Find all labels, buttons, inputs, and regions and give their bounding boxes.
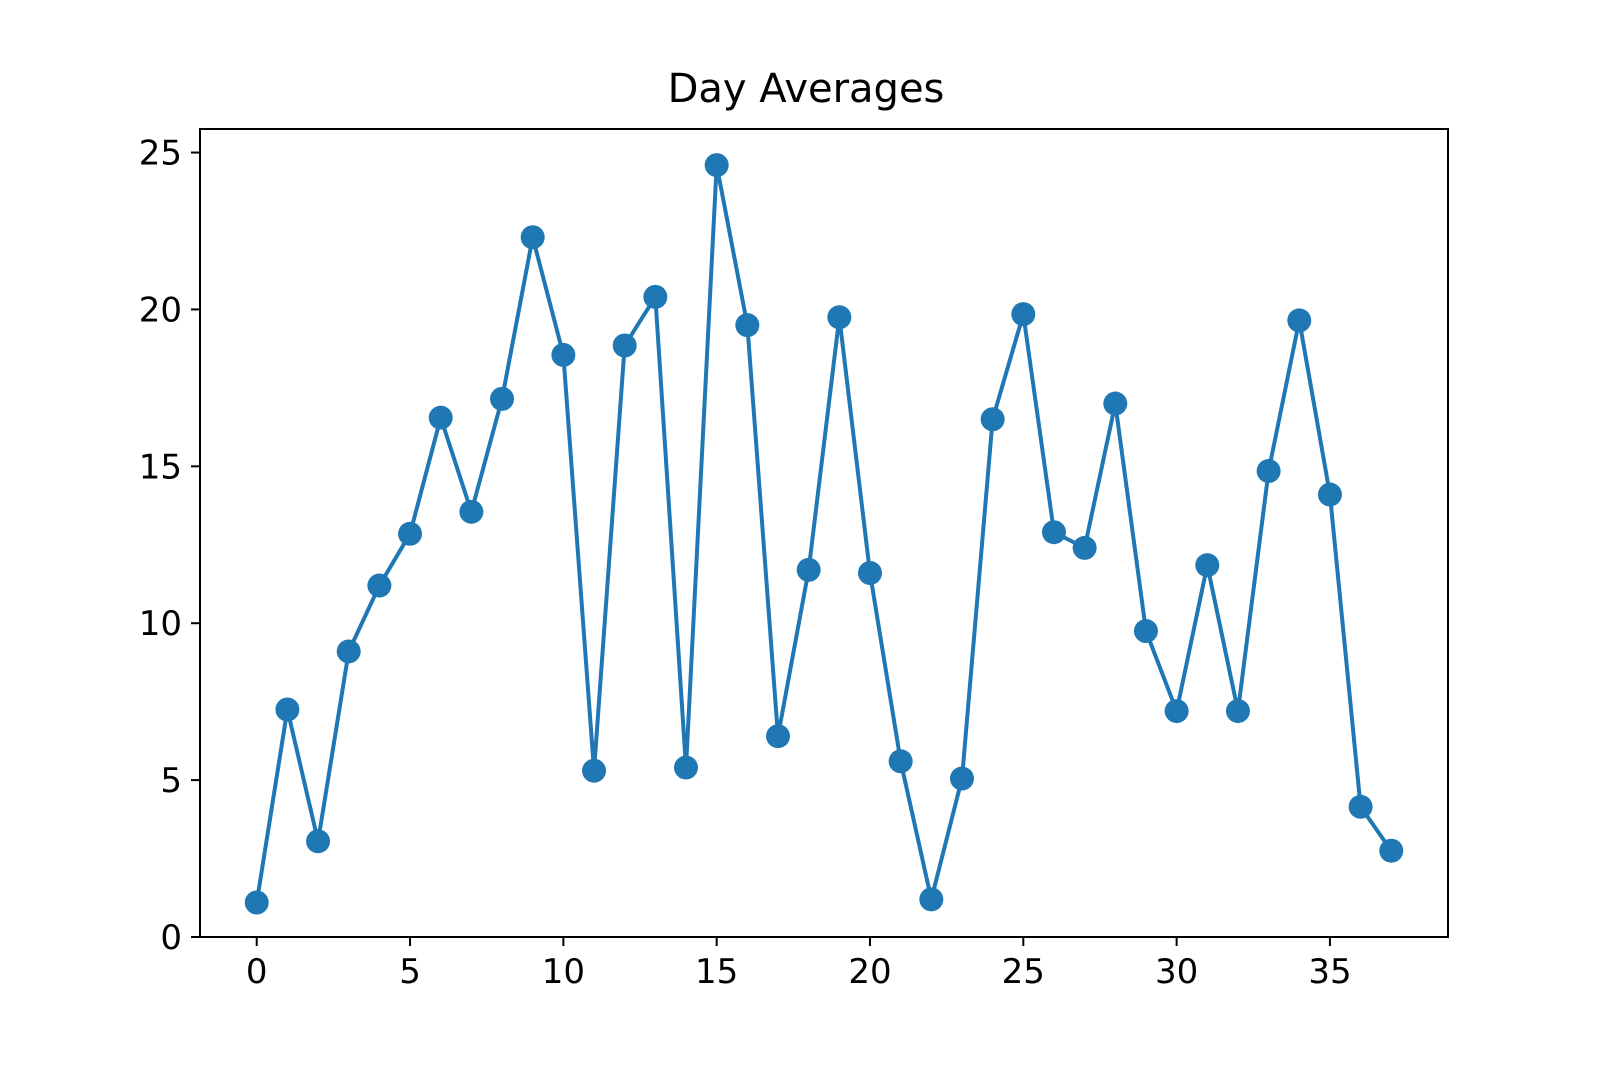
y-tick-label: 20 <box>139 290 182 330</box>
data-point <box>949 766 974 791</box>
data-point <box>1072 535 1097 560</box>
data-point <box>336 639 361 664</box>
x-tick-label: 20 <box>848 952 891 992</box>
data-point <box>459 499 484 524</box>
data-point <box>858 561 882 586</box>
data-point <box>796 557 821 582</box>
data-point <box>244 890 269 915</box>
series-line <box>254 163 1393 903</box>
data-point <box>520 225 545 250</box>
data-point <box>643 284 668 309</box>
x-tick-label: 0 <box>246 952 268 992</box>
chart-title: Day Averages <box>668 66 945 112</box>
x-axis: 0 5 10 15 20 25 30 35 <box>246 937 1352 992</box>
data-point <box>1164 699 1189 724</box>
data-point <box>1317 482 1342 507</box>
series-layer <box>244 153 1404 915</box>
data-point <box>1225 699 1250 724</box>
x-tick-label: 25 <box>1002 952 1045 992</box>
y-axis: 0 5 10 15 20 25 <box>139 134 200 958</box>
data-point <box>551 342 576 367</box>
series-line-group <box>244 153 1404 915</box>
data-point <box>888 749 913 774</box>
y-tick-label: 0 <box>160 918 182 958</box>
data-point <box>275 697 300 722</box>
x-tick-label: 30 <box>1155 952 1198 992</box>
y-tick-label: 5 <box>160 761 182 801</box>
data-point <box>766 724 790 749</box>
y-tick-label: 10 <box>139 604 182 644</box>
plot-frame <box>199 128 1449 938</box>
data-point <box>674 755 699 780</box>
y-tick-label: 15 <box>139 447 182 487</box>
data-point <box>704 153 729 178</box>
data-point <box>582 758 607 783</box>
data-point <box>735 313 760 338</box>
data-point <box>1379 838 1404 863</box>
data-point <box>827 305 852 330</box>
data-point <box>1348 794 1373 819</box>
data-point <box>1287 308 1312 333</box>
data-point <box>1041 520 1066 545</box>
x-tick-label: 35 <box>1308 952 1351 992</box>
y-tick-label: 25 <box>139 134 182 174</box>
x-tick-label: 10 <box>542 952 585 992</box>
x-tick-label: 5 <box>399 952 421 992</box>
data-point <box>1133 619 1158 644</box>
data-point <box>367 573 392 598</box>
data-point <box>1195 553 1220 578</box>
data-point <box>1103 391 1128 416</box>
data-point <box>980 407 1005 432</box>
x-tick-label: 15 <box>695 952 738 992</box>
data-point <box>428 405 453 430</box>
data-point <box>398 521 423 546</box>
data-point <box>490 386 515 411</box>
data-point <box>1011 302 1036 327</box>
data-point <box>612 333 637 358</box>
data-point <box>306 829 331 854</box>
data-point <box>1256 459 1281 484</box>
data-point <box>919 887 944 912</box>
